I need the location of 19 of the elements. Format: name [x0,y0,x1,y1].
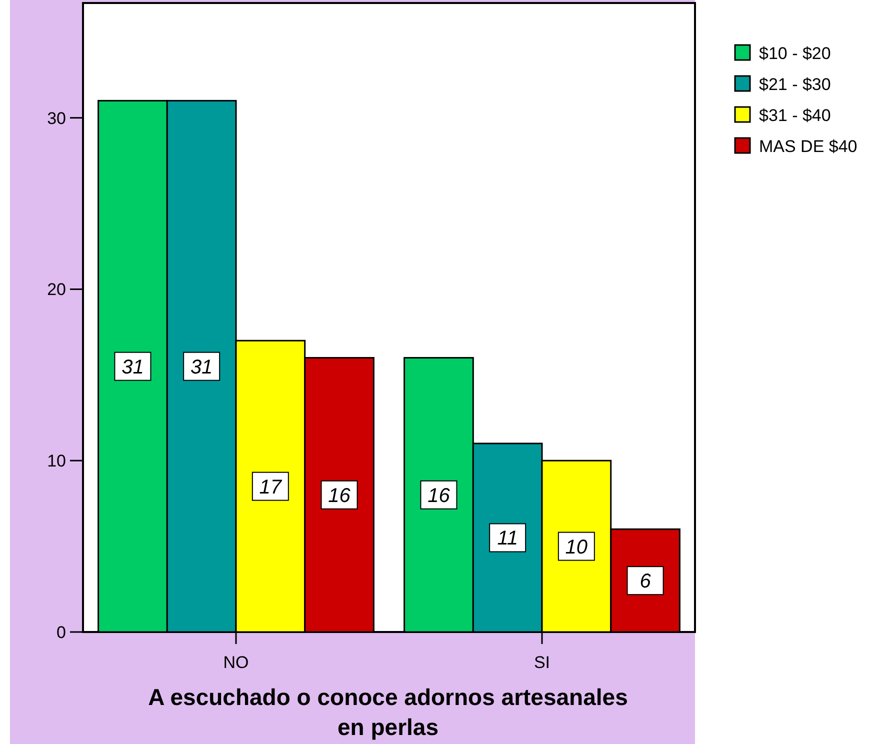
legend-label: MAS DE $40 [759,137,858,156]
legend-label: $10 - $20 [759,44,831,63]
y-tick-label: 30 [47,108,66,128]
x-axis-title: A escuchado o conoce adornos artesanales en perlas [148,684,628,740]
data-label: 16 [328,484,352,507]
data-label: 31 [122,356,144,378]
data-label: 17 [259,476,282,498]
x-tick-label: NO [223,653,249,672]
data-label: 16 [428,484,451,507]
x-tick-label: SI [534,653,550,672]
y-tick-label: 20 [47,280,66,300]
legend-label: $21 - $30 [759,75,831,94]
data-label: 6 [640,570,652,593]
legend-label: $31 - $40 [759,106,831,125]
data-label: 11 [497,528,518,550]
y-tick-label: 10 [47,452,66,471]
data-label: 31 [190,356,213,378]
data-label: 10 [565,536,588,558]
y-tick-label: 0 [56,623,66,642]
